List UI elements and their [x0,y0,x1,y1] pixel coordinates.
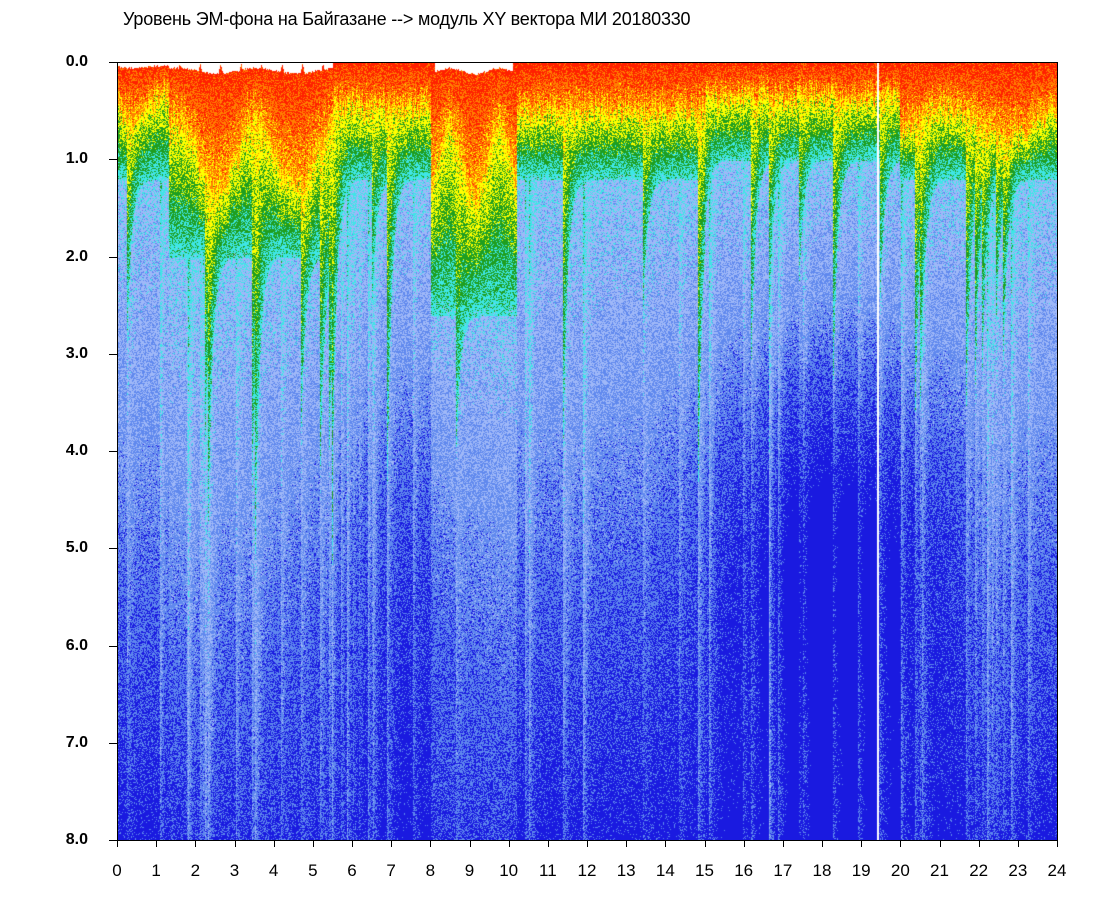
x-tick-label: 12 [577,861,597,880]
y-tick-label: 0.0 [65,53,88,70]
x-tick [430,841,431,847]
x-tick [391,841,392,847]
x-tick-label: 1 [151,861,161,880]
x-tick [509,841,510,847]
y-tick-label: 2.0 [65,247,88,265]
y-tick [109,451,117,452]
x-tick [352,841,353,847]
y-tick [109,159,117,160]
x-tick-label: 13 [616,861,636,880]
x-tick-label: 9 [464,861,475,880]
x-tick-label: 19 [851,861,871,880]
chart-title: Уровень ЭМ-фона на Байгазане --> модуль … [123,9,691,29]
x-tick-label: 14 [655,861,675,880]
x-tick-label: 22 [969,861,989,880]
x-tick [313,841,314,847]
x-tick [940,841,941,847]
x-tick [235,841,236,847]
y-tick [109,62,117,63]
x-tick [156,841,157,847]
x-tick-label: 20 [890,861,910,880]
y-tick-label: 8.0 [65,831,88,848]
y-tick-label: 3.0 [65,344,88,362]
x-tick-label: 10 [499,861,519,880]
x-tick [783,841,784,847]
y-tick [109,257,117,258]
x-tick [822,841,823,847]
x-tick [274,841,275,847]
x-tick [744,841,745,847]
x-tick [470,841,471,847]
y-tick-label: 4.0 [65,442,88,459]
y-tick [109,646,117,647]
x-tick-label: 3 [229,861,240,880]
x-tick-label: 23 [1008,861,1028,880]
y-tick [109,743,117,744]
x-tick-label: 6 [347,861,357,880]
x-tick-label: 16 [734,861,754,880]
x-tick [705,841,706,847]
x-tick [1057,841,1058,847]
x-tick-label: 0 [112,861,122,880]
y-tick-label: 1.0 [65,150,88,168]
x-tick-label: 5 [308,861,318,880]
x-tick-label: 11 [539,861,557,880]
y-tick-label: 7.0 [65,733,88,751]
y-tick-label: 6.0 [65,636,88,654]
x-tick-label: 18 [812,861,832,880]
x-tick-label: 15 [695,861,714,880]
x-tick [626,841,627,847]
x-tick [900,841,901,847]
y-tick [109,548,117,549]
x-tick-label: 7 [386,861,396,880]
x-tick-label: 2 [190,861,201,880]
x-tick [587,841,588,847]
y-tick-label: 5.0 [65,539,88,557]
x-tick [195,841,196,847]
x-tick-label: 4 [268,861,279,880]
x-tick-label: 17 [773,861,793,880]
plot-area [117,62,1058,841]
y-tick [109,354,117,355]
x-tick-label: 24 [1047,861,1067,880]
x-tick [548,841,549,847]
x-tick [665,841,666,847]
x-tick-label: 8 [425,861,436,880]
x-tick [117,841,118,847]
y-tick [109,840,117,841]
x-tick [861,841,862,847]
x-tick [1018,841,1019,847]
spectrogram-heatmap [118,63,1057,840]
x-tick-label: 21 [930,861,949,880]
x-tick [979,841,980,847]
